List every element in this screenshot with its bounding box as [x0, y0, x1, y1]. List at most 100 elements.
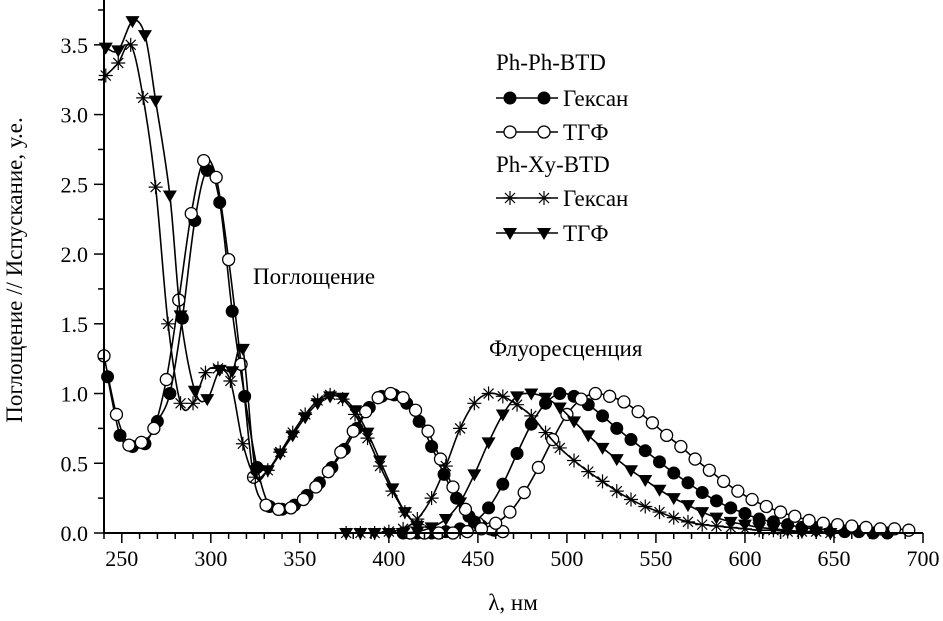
marker-filled-circle: [709, 494, 723, 508]
marker-open-circle: [421, 424, 435, 438]
marker-open-circle: [460, 524, 474, 539]
marker-open-circle: [659, 428, 674, 443]
marker-open-circle: [496, 524, 510, 539]
marker-asterisk: [581, 464, 596, 479]
marker-triangle-down: [348, 405, 363, 418]
marker-triangle-down: [723, 516, 738, 529]
marker-asterisk: [148, 180, 163, 195]
marker-open-circle: [830, 517, 845, 532]
y-tick-label: 0.0: [61, 521, 89, 546]
marker-asterisk: [537, 191, 551, 205]
marker-open-circle: [321, 464, 335, 479]
marker-open-circle: [887, 522, 902, 536]
marker-asterisk: [652, 505, 667, 520]
marker-asterisk: [552, 440, 567, 455]
marker-triangle-down: [298, 412, 313, 425]
marker-open-circle: [617, 395, 631, 409]
legend-label: Гексан: [563, 186, 628, 211]
marker-triangle-down: [248, 465, 263, 478]
marker-open-circle: [688, 452, 702, 466]
annotation-absorption: Поглощение: [253, 264, 375, 289]
marker-triangle-down: [638, 475, 653, 487]
marker-open-circle: [574, 392, 588, 406]
marker-triangle-down: [538, 392, 553, 405]
marker-triangle-down: [162, 190, 177, 203]
marker-filled-circle: [695, 486, 709, 500]
y-tick-label: 1.0: [61, 382, 89, 407]
legend-sample-filled-triangle-down: [496, 228, 558, 240]
marker-open-circle: [184, 206, 198, 221]
marker-open-circle: [731, 484, 745, 498]
marker-open-circle: [773, 505, 788, 519]
marker-triangle-down: [372, 455, 387, 468]
marker-asterisk: [524, 408, 539, 423]
series-layer: [97, 16, 916, 540]
marker-triangle-down: [780, 525, 795, 538]
marker-filled-circle: [596, 409, 610, 423]
legend-group-title: Ph-Ph-BTD: [496, 50, 606, 75]
marker-open-circle: [503, 505, 517, 519]
marker-open-circle: [531, 460, 546, 475]
y-tick-label: 0.5: [61, 451, 89, 476]
marker-open-circle: [259, 498, 273, 512]
x-axis-label: λ, нм: [488, 590, 538, 615]
marker-triangle-down: [385, 483, 400, 496]
marker-open-circle: [588, 386, 603, 401]
marker-open-circle: [816, 516, 830, 530]
marker-filled-circle: [738, 506, 752, 520]
legend-sample-filled-circle: [496, 91, 558, 105]
marker-asterisk: [495, 389, 510, 404]
y-tick-label: 3.5: [61, 33, 89, 58]
legend-sample-open-circle: [496, 125, 558, 139]
marker-open-circle: [197, 153, 211, 168]
marker-triangle-down: [695, 507, 710, 520]
marker-open-circle: [371, 391, 385, 405]
marker-open-circle: [474, 522, 489, 536]
marker-triangle-down: [397, 507, 412, 520]
marker-triangle-down: [495, 409, 510, 422]
marker-triangle-down: [111, 45, 126, 58]
marker-open-circle: [602, 389, 617, 403]
legend-group-title: Ph-Xy-BTD: [496, 152, 610, 177]
marker-triangle-down: [752, 522, 767, 535]
marker-asterisk: [510, 397, 525, 412]
marker-asterisk: [624, 492, 639, 507]
marker-asterisk: [235, 436, 250, 451]
legend-sample-asterisk: [496, 191, 558, 205]
marker-filled-circle: [496, 477, 510, 491]
marker-triangle-down: [200, 394, 215, 407]
marker-triangle-down: [766, 523, 781, 536]
y-axis-label: Поглощение // Испускание, у.е.: [2, 117, 27, 422]
ticks: 250 300 350 400 450 500 550 600 650 700 0.0 0.5 1.0 1…: [61, 9, 940, 571]
marker-triangle-down: [360, 427, 375, 440]
marker-asterisk: [198, 365, 213, 380]
marker-open-circle: [517, 485, 531, 500]
legend: Ph-Ph-BTD Гексан ТГФ Ph-Xy-BTD Гексан ТГ…: [496, 50, 628, 246]
marker-open-circle: [859, 520, 873, 535]
marker-triangle-down: [310, 398, 325, 411]
series-line: [106, 169, 495, 531]
marker-filled-circle: [163, 387, 177, 401]
marker-triangle-down: [424, 522, 439, 535]
series-1-absorption: [97, 153, 510, 539]
marker-open-circle: [489, 516, 503, 530]
legend-label: ТГФ: [563, 221, 609, 246]
marker-triangle-down: [567, 416, 582, 429]
x-tick-label: 300: [194, 546, 227, 571]
marker-open-circle: [408, 403, 423, 417]
marker-triangle-down: [323, 391, 338, 404]
marker-filled-circle: [537, 91, 551, 105]
marker-asterisk: [695, 517, 710, 532]
marker-triangle-down: [481, 437, 496, 450]
marker-asterisk: [173, 396, 188, 411]
marker-filled-circle: [553, 387, 567, 401]
marker-open-circle: [209, 170, 223, 184]
marker-triangle-down: [467, 469, 482, 482]
marker-triangle-down: [737, 519, 752, 532]
marker-triangle-down: [581, 430, 596, 443]
marker-triangle-down: [609, 454, 624, 467]
marker-triangle-down: [148, 95, 163, 108]
marker-open-circle: [271, 502, 286, 516]
marker-asterisk: [503, 191, 517, 205]
